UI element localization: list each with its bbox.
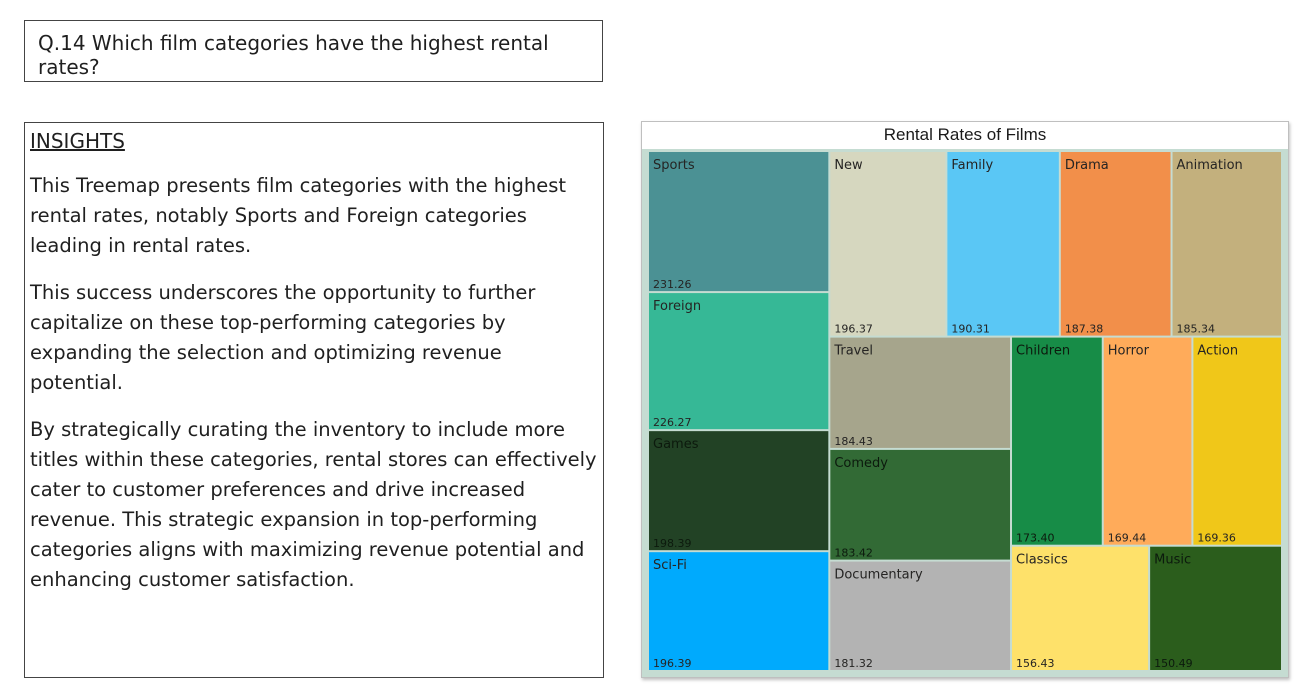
treemap-category-label: Classics	[1016, 553, 1068, 568]
insights-paragraph-2: This success underscores the opportunity…	[30, 281, 536, 394]
treemap-rect-sci-fi[interactable]	[649, 552, 829, 670]
treemap-tile-new[interactable]: New 196.37	[830, 152, 946, 336]
treemap-tile-drama[interactable]: Drama 187.38	[1060, 152, 1171, 336]
treemap-tile-music[interactable]: Music 150.49	[1150, 546, 1281, 670]
treemap-rect-action[interactable]	[1193, 337, 1281, 545]
treemap-value-label: 196.37	[834, 323, 873, 336]
treemap-rect-new[interactable]	[830, 152, 946, 336]
insights-paragraph-3: By strategically curating the inventory …	[30, 418, 597, 591]
treemap-category-label: Music	[1154, 553, 1191, 568]
treemap-value-label: 183.42	[834, 547, 873, 560]
treemap-category-label: Travel	[833, 344, 873, 359]
treemap-value-label: 185.34	[1177, 323, 1216, 336]
insights-panel: INSIGHTS This Treemap presents film cate…	[24, 122, 604, 678]
treemap-rect-classics[interactable]	[1012, 546, 1149, 670]
treemap-tile-animation[interactable]: Animation 185.34	[1172, 152, 1281, 336]
treemap-rect-family[interactable]	[947, 152, 1059, 336]
treemap-rect-comedy[interactable]	[830, 449, 1011, 560]
chart-title: Rental Rates of Films	[883, 125, 1047, 144]
treemap-tile-foreign[interactable]: Foreign 226.27	[649, 293, 829, 430]
treemap-rect-drama[interactable]	[1060, 152, 1171, 336]
treemap-tile-horror[interactable]: Horror 169.44	[1103, 337, 1192, 545]
treemap-value-label: 196.39	[653, 657, 692, 670]
treemap-category-label: Sports	[653, 158, 695, 173]
treemap-category-label: Family	[951, 158, 993, 173]
treemap-chart: Sports 231.26 Foreign 226.27 Games 198.39 Sci-…	[642, 149, 1288, 677]
treemap-value-label: 181.32	[834, 657, 873, 670]
treemap-tile-action[interactable]: Action 169.36	[1193, 337, 1281, 545]
treemap-tile-games[interactable]: Games 198.39	[649, 431, 829, 551]
treemap-category-label: Drama	[1065, 158, 1109, 173]
treemap-value-label: 173.40	[1016, 532, 1055, 545]
treemap-rect-animation[interactable]	[1172, 152, 1281, 336]
treemap-rect-games[interactable]	[649, 431, 829, 551]
treemap-tile-sports[interactable]: Sports 231.26	[649, 152, 829, 292]
treemap-value-label: 169.44	[1108, 532, 1147, 545]
treemap-rect-travel[interactable]	[830, 337, 1011, 448]
treemap-chart-card: Rental Rates of Films Sports 231.26 Foreig…	[641, 121, 1289, 678]
treemap-value-label: 198.39	[653, 537, 692, 550]
treemap-rect-music[interactable]	[1150, 546, 1281, 670]
treemap-rect-horror[interactable]	[1103, 337, 1192, 545]
treemap-value-label: 156.43	[1016, 657, 1055, 670]
treemap-tile-sci-fi[interactable]: Sci-Fi 196.39	[649, 552, 829, 670]
treemap-category-label: Sci-Fi	[653, 558, 687, 573]
treemap-tile-classics[interactable]: Classics 156.43	[1012, 546, 1149, 670]
treemap-tile-documentary[interactable]: Documentary 181.32	[830, 561, 1011, 670]
treemap-value-label: 150.49	[1154, 657, 1193, 670]
treemap-tile-family[interactable]: Family 190.31	[947, 152, 1059, 336]
treemap-tile-children[interactable]: Children 173.40	[1012, 337, 1102, 545]
treemap-category-label: Documentary	[834, 568, 923, 583]
treemap-tile-travel[interactable]: Travel 184.43	[830, 337, 1011, 448]
treemap-value-label: 226.27	[653, 416, 692, 429]
treemap-tile-comedy[interactable]: Comedy 183.42	[830, 449, 1011, 560]
treemap-rect-children[interactable]	[1012, 337, 1102, 545]
treemap-rect-documentary[interactable]	[830, 561, 1011, 670]
treemap-category-label: New	[834, 158, 863, 173]
insights-heading: INSIGHTS	[30, 129, 125, 153]
treemap-value-label: 169.36	[1197, 532, 1236, 545]
treemap-rect-sports[interactable]	[649, 152, 829, 292]
treemap-category-label: Games	[653, 437, 699, 452]
treemap-value-label: 184.43	[834, 435, 873, 448]
treemap-category-label: Foreign	[653, 299, 701, 314]
treemap-value-label: 231.26	[653, 278, 692, 291]
treemap-category-label: Horror	[1108, 344, 1150, 359]
treemap-value-label: 187.38	[1065, 323, 1104, 336]
treemap-category-label: Children	[1016, 344, 1070, 359]
treemap-rect-foreign[interactable]	[649, 293, 829, 430]
treemap-category-label: Animation	[1177, 158, 1243, 173]
treemap-value-label: 190.31	[951, 323, 990, 336]
treemap-category-label: Action	[1197, 344, 1238, 359]
question-title: Q.14 Which film categories have the high…	[24, 20, 603, 82]
insights-paragraph-1: This Treemap presents film categories wi…	[30, 174, 567, 257]
treemap-category-label: Comedy	[834, 456, 888, 471]
